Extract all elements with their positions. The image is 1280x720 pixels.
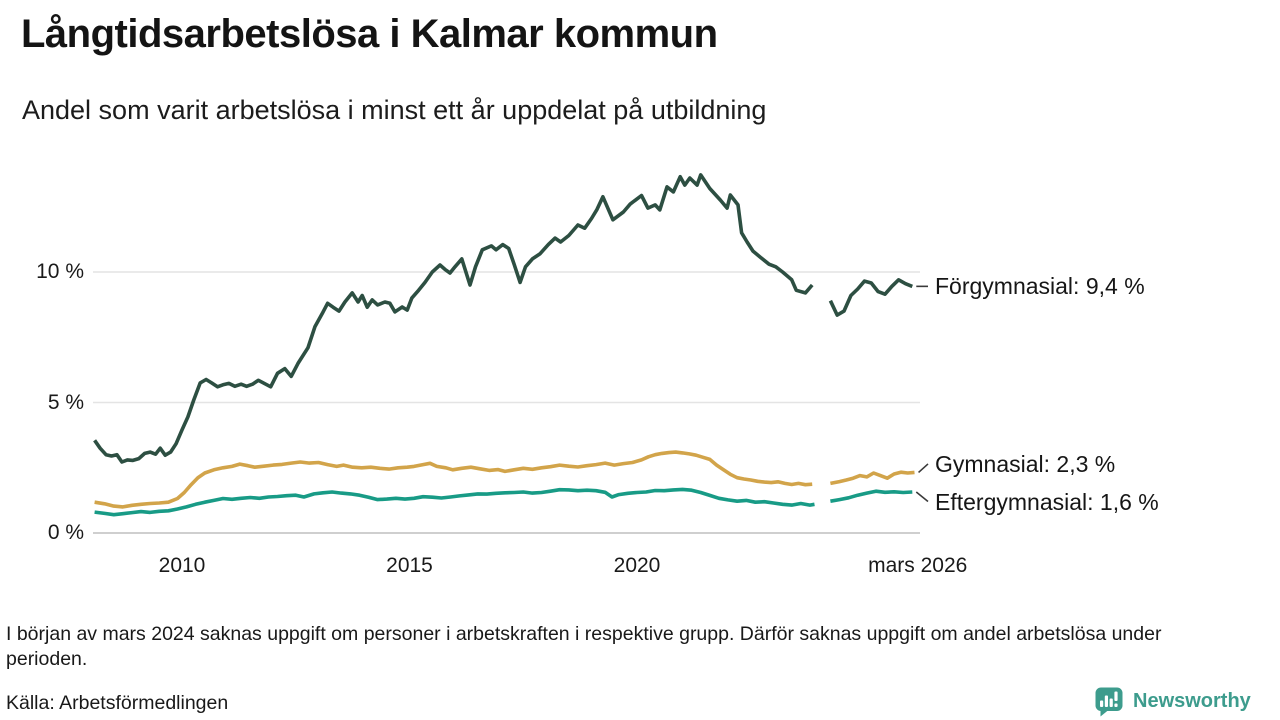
series-line-gymnasial — [94, 450, 813, 509]
y-axis-tick-label: 5 % — [47, 390, 84, 414]
series-end-label-gymnasial: Gymnasial: 2,3 % — [935, 450, 1116, 477]
chart-subtitle: Andel som varit arbetslösa i minst ett å… — [22, 95, 767, 125]
series-end-label-eftergymnasial: Eftergymnasial: 1,6 % — [935, 488, 1159, 515]
series-line-förgymnasial — [93, 173, 814, 464]
y-axis-tick-label: 10 % — [36, 260, 84, 283]
x-axis-tick-label: mars 2026 — [868, 554, 968, 577]
series-line-förgymnasial — [828, 278, 913, 317]
label-connector — [918, 463, 929, 474]
bar-chart-speech-bubble-icon — [1095, 687, 1123, 717]
x-axis-tick-label: 2015 — [386, 554, 433, 577]
newsworthy-wordmark: Newsworthy — [1133, 690, 1251, 712]
footnote: I början av mars 2024 saknas uppgift om … — [6, 623, 1162, 671]
page-title: Långtidsarbetslösa i Kalmar kommun — [21, 12, 718, 56]
y-axis-tick-label: 0 % — [47, 521, 84, 544]
series-line-eftergymnasial — [94, 487, 815, 517]
source-credit: Källa: Arbetsförmedlingen — [6, 692, 229, 714]
series-line-gymnasial — [830, 470, 915, 486]
series-line-eftergymnasial — [830, 489, 913, 503]
series-end-label-förgymnasial: Förgymnasial: 9,4 % — [935, 273, 1145, 300]
x-axis-tick-label: 2020 — [613, 554, 661, 577]
newsworthy-logo: Newsworthy — [1094, 686, 1251, 717]
x-axis-tick-label: 2010 — [158, 554, 206, 577]
label-connector — [915, 491, 929, 503]
